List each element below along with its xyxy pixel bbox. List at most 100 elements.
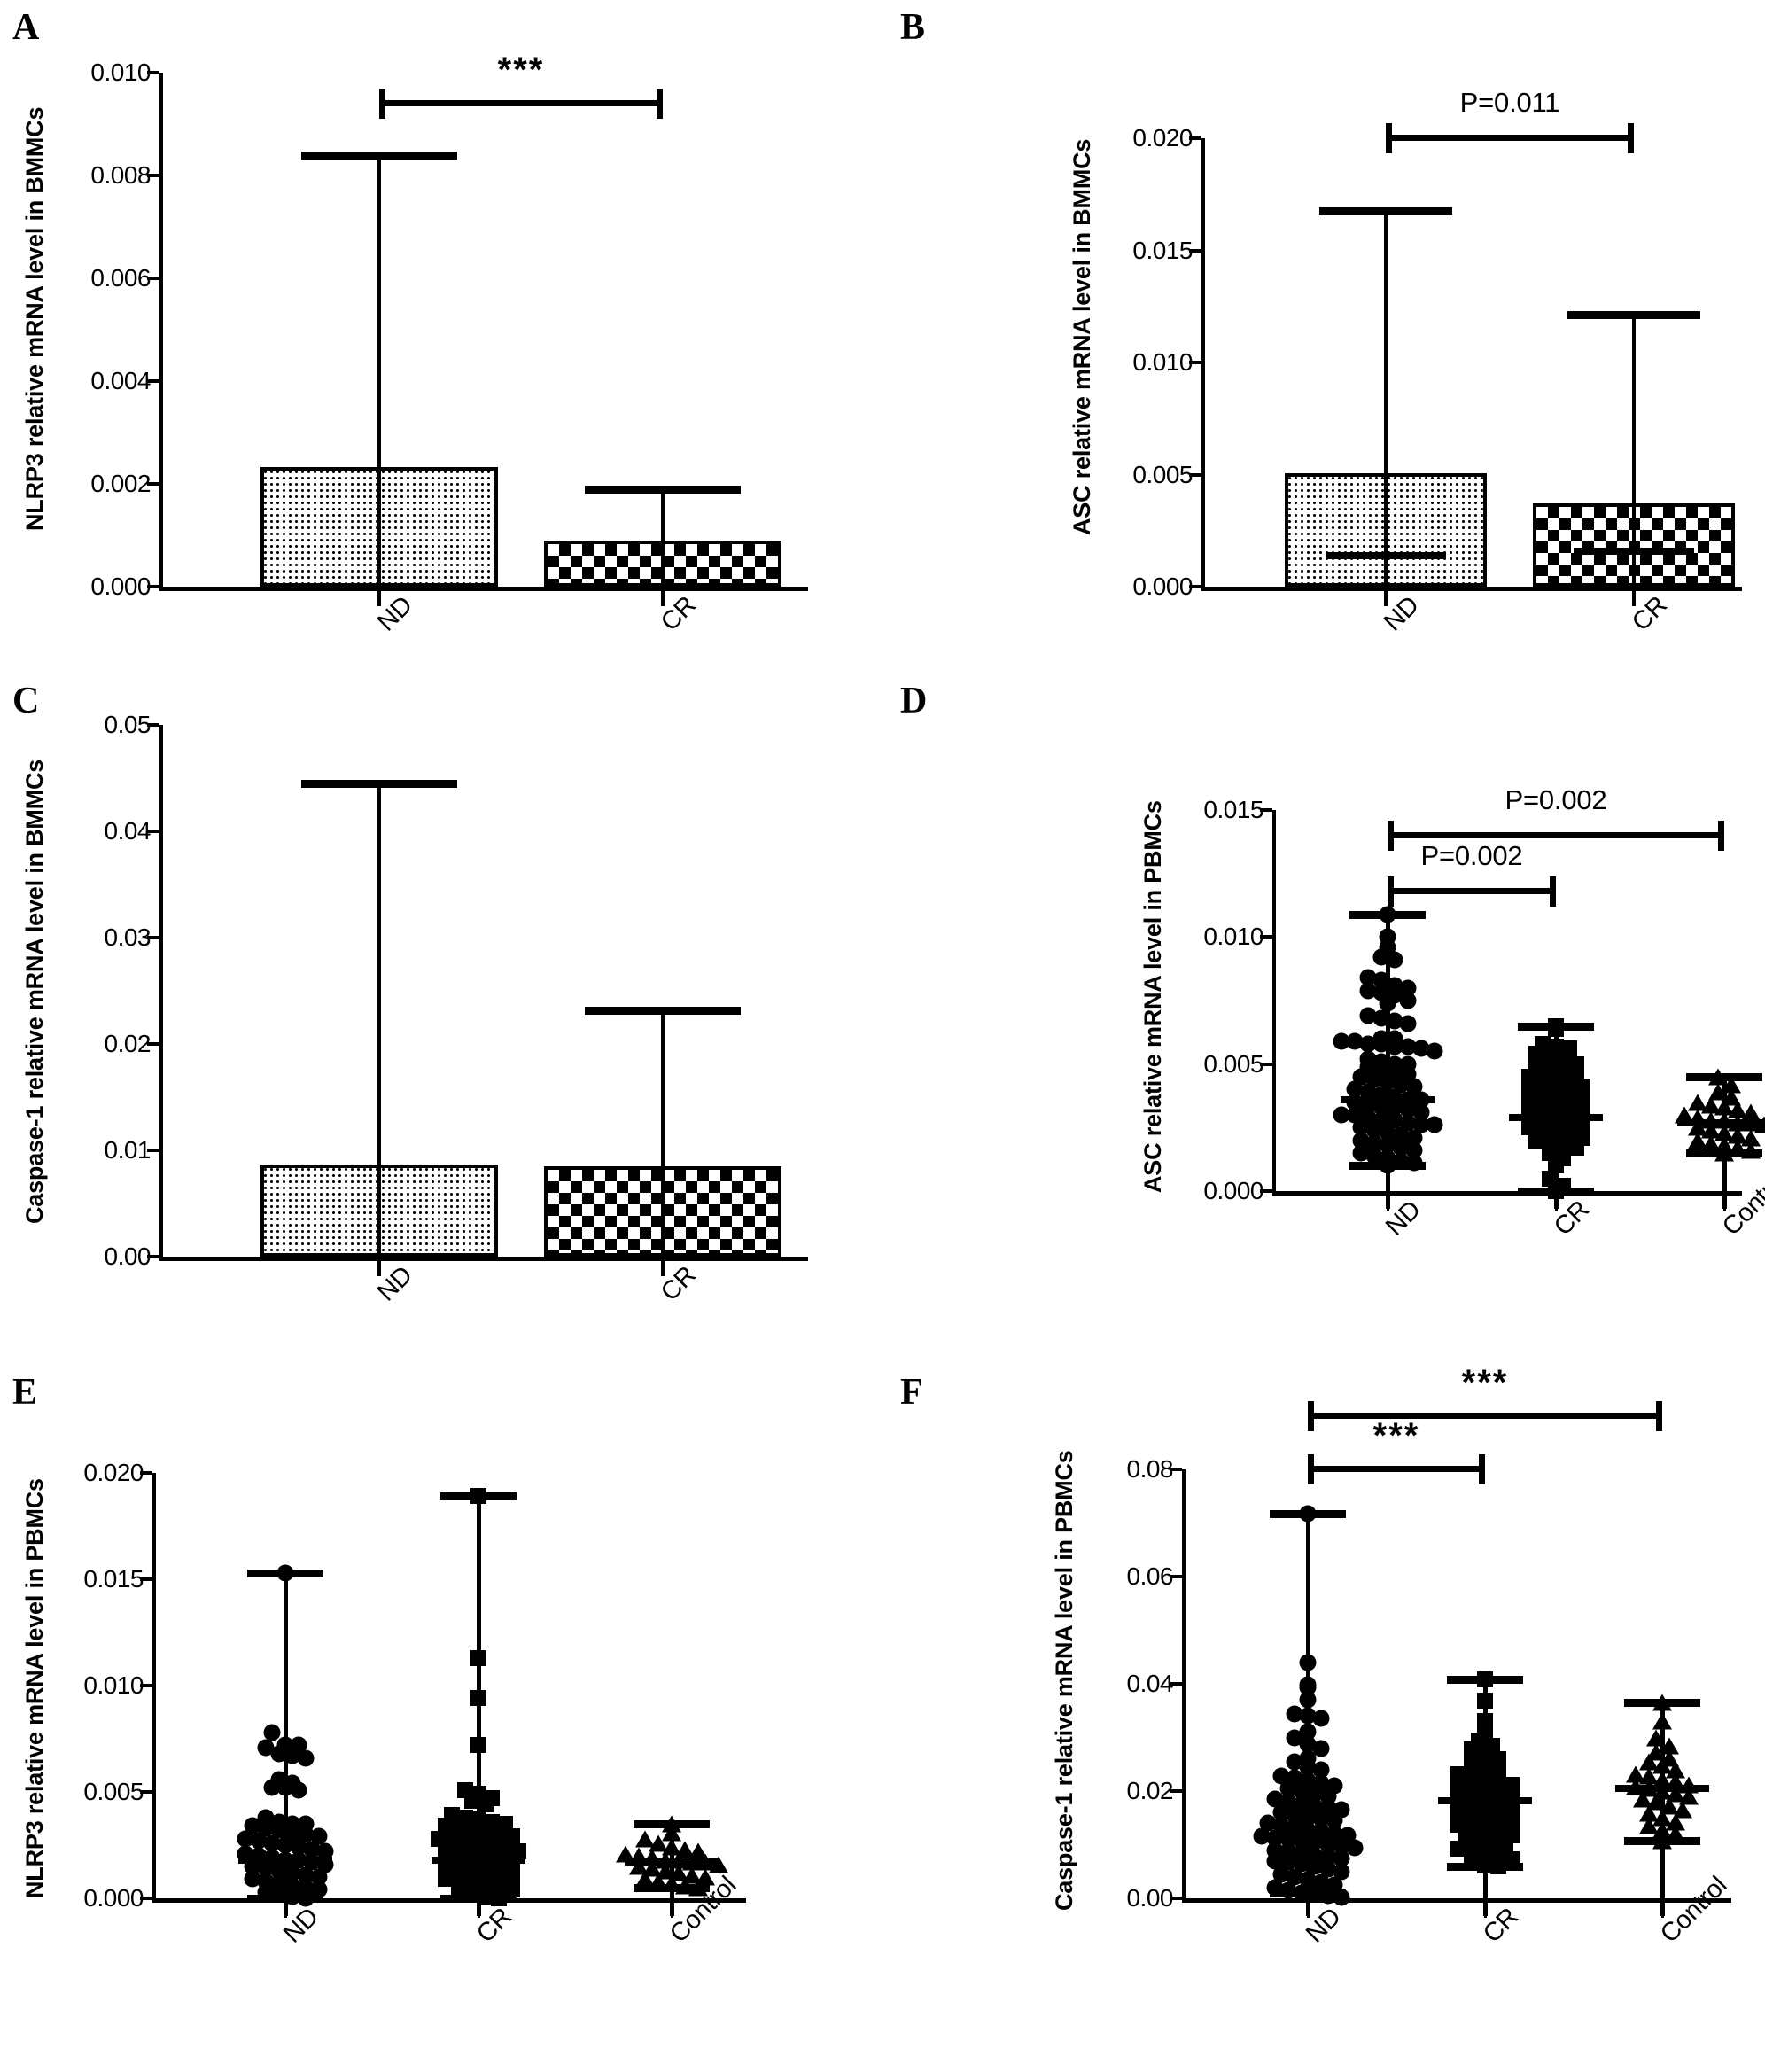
data-point (1490, 1773, 1506, 1790)
whisker-high-cap (1686, 1073, 1762, 1081)
whisker-low-cap (1349, 1162, 1426, 1171)
data-point (503, 1828, 520, 1845)
y-tick-label: 0.000 (83, 1884, 144, 1912)
data-point (1521, 1094, 1537, 1110)
data-point (477, 1865, 494, 1881)
y-tick-label: 0.002 (90, 470, 151, 497)
bracket-bar (379, 99, 663, 106)
bracket-bar (1388, 831, 1724, 838)
panel-a-x-axis-line (159, 587, 808, 591)
significance-bracket: P=0.011 (1386, 87, 1634, 156)
bracket-bar (1308, 1466, 1485, 1472)
panel-a-plot-area: 0.000 0.002 0.004 0.006 0.008 0.010 ND CR *** (90, 52, 808, 637)
significance-label: *** (1461, 1362, 1509, 1402)
y-tick (147, 174, 159, 177)
y-tick (147, 1255, 159, 1258)
data-point (490, 1866, 507, 1883)
y-tick (140, 1790, 152, 1794)
panel-b-y-axis-title: ASC relative mRNA level in BMMCs (1069, 138, 1095, 535)
data-point (1386, 1038, 1403, 1055)
bracket-right-tick (1656, 1400, 1662, 1431)
data-point (263, 1779, 281, 1796)
panel-b-letter: B (900, 7, 926, 48)
data-point (1412, 1040, 1429, 1057)
significance-bracket: P=0.002 (1388, 840, 1556, 909)
y-tick (1260, 935, 1272, 939)
whisker-high-cap (1349, 910, 1426, 919)
y-tick (147, 1149, 159, 1152)
data-point (257, 1739, 274, 1757)
data-point (297, 1749, 314, 1767)
bracket-bar (1388, 887, 1556, 894)
y-tick-label: 0.000 (1132, 573, 1193, 600)
data-point (1464, 1741, 1480, 1757)
error-bar-stem (661, 1009, 665, 1276)
data-point (1286, 1705, 1303, 1723)
data-point (463, 1822, 480, 1839)
data-point (503, 1881, 520, 1898)
data-point (237, 1830, 254, 1848)
whisker-high-cap (1270, 1509, 1346, 1518)
panel-c-y-axis-title: Caspase-1 relative mRNA level in BMMCs (21, 759, 48, 1225)
data-point (1326, 1811, 1343, 1829)
panel-e: E NLRP3 relative mRNA level in PBMCs 0.0… (0, 1365, 882, 2072)
data-point (1528, 1132, 1544, 1149)
whisker-stem (669, 1824, 674, 1916)
error-bar-cap (584, 485, 742, 494)
data-point (1359, 969, 1376, 986)
data-point (270, 1821, 287, 1839)
panel-f-x-axis-line (1182, 1898, 1731, 1903)
y-tick (1189, 136, 1201, 140)
bracket-right-tick (1550, 876, 1556, 907)
data-point (263, 1834, 281, 1852)
data-point (1561, 1102, 1577, 1118)
y-tick (147, 1042, 159, 1046)
error-bar-cap (300, 151, 458, 160)
data-point (297, 1826, 314, 1843)
panel-f-plot-area: 0.00 0.02 0.04 0.06 0.08 ND CR Control *** *** (1127, 1365, 1733, 1949)
whisker-stem (1305, 1513, 1310, 1916)
y-tick (1260, 1189, 1272, 1193)
data-point (257, 1859, 274, 1877)
y-tick-label: 0.08 (1126, 1455, 1174, 1483)
significance-bracket: P=0.002 (1388, 784, 1724, 853)
panel-b-x-axis-line (1201, 587, 1742, 591)
data-point (1399, 1101, 1416, 1118)
data-point (250, 1832, 268, 1850)
data-point (1504, 1814, 1520, 1831)
significance-label: P=0.011 (1459, 87, 1560, 118)
y-tick-label: 0.008 (90, 161, 151, 189)
data-point (1399, 1015, 1416, 1032)
data-point (1359, 1007, 1376, 1024)
y-tick (1260, 808, 1272, 812)
data-point (1392, 1076, 1410, 1094)
data-point (1372, 971, 1389, 989)
y-tick-label: 0.005 (1203, 1049, 1263, 1078)
data-point (463, 1792, 480, 1809)
data-point (1528, 1046, 1544, 1063)
median-line (1437, 1796, 1533, 1804)
significance-label: P=0.002 (1505, 783, 1607, 815)
data-point (1450, 1816, 1466, 1833)
y-tick-label: 0.020 (1132, 124, 1193, 152)
data-point (1365, 1147, 1383, 1165)
data-point (1392, 1139, 1410, 1157)
data-point (1464, 1768, 1480, 1785)
panel-e-y-axis-title: NLRP3 relative mRNA level in PBMCs (21, 1478, 48, 1898)
data-point (297, 1866, 314, 1884)
panel-a: A NLRP3 relative mRNA level in BMMCs 0.0… (0, 0, 882, 674)
data-point (1541, 1170, 1558, 1187)
y-tick-label: 0.015 (83, 1565, 144, 1593)
data-point (1372, 1009, 1389, 1027)
y-tick-label: 0.05 (104, 711, 152, 738)
data-point (1412, 1103, 1429, 1121)
median-line (624, 1858, 719, 1866)
panel-c-letter: C (12, 681, 40, 721)
panel-d-letter: D (900, 681, 928, 721)
error-bar-stem (661, 488, 665, 606)
y-tick (147, 723, 159, 727)
data-point (1575, 1091, 1590, 1108)
data-point (437, 1818, 454, 1834)
y-tick-label: 0.000 (1203, 1177, 1263, 1204)
